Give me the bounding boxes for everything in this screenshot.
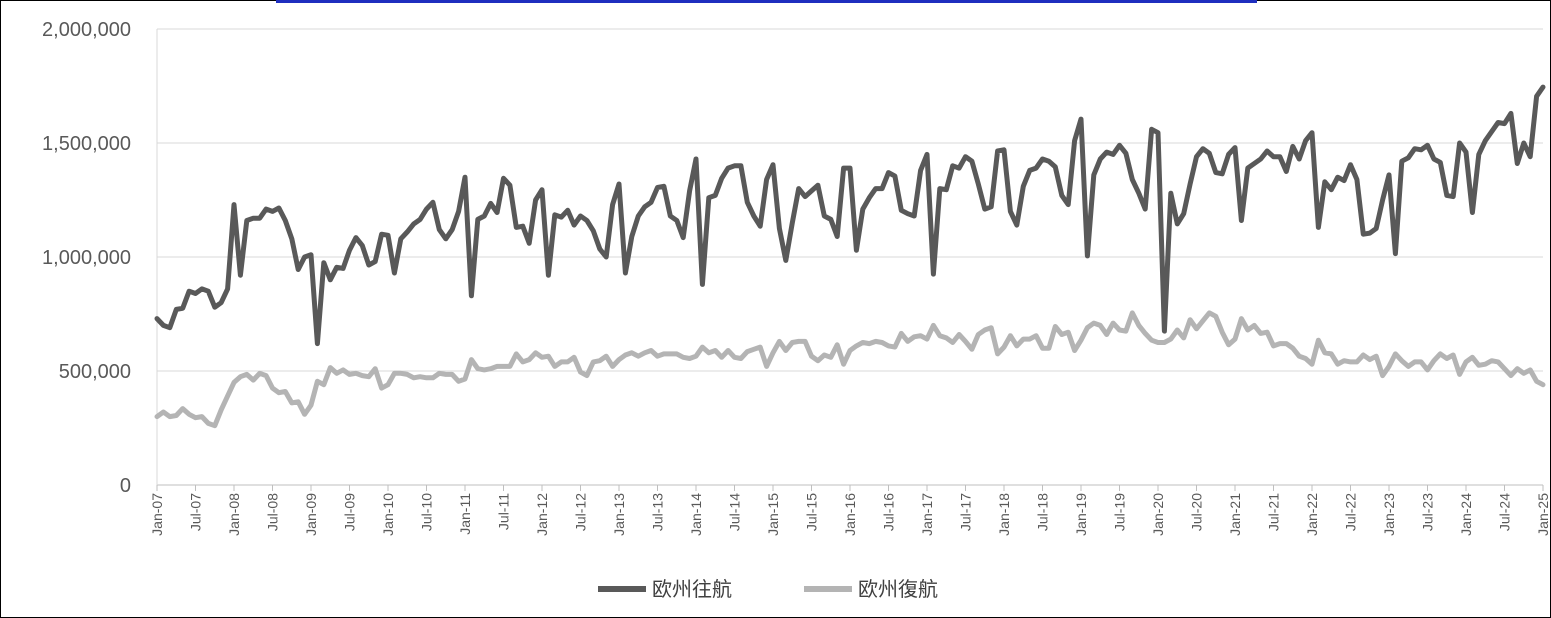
x-tick-label: Jul-11 — [496, 493, 512, 530]
legend-label-outbound: 欧州往航 — [652, 578, 732, 601]
x-tick-label: Jul-23 — [1420, 493, 1436, 531]
x-tick-label: Jul-12 — [573, 493, 589, 531]
x-tick-label: Jan-18 — [996, 493, 1012, 536]
x-tick-label: Jul-15 — [804, 493, 820, 531]
x-tick-label: Jan-23 — [1381, 493, 1397, 536]
x-tick-label: Jan-08 — [226, 493, 242, 536]
x-tick-label: Jul-19 — [1112, 493, 1128, 531]
y-tick-label: 2,000,000 — [42, 19, 131, 41]
x-tick-label: Jan-17 — [919, 493, 935, 536]
x-tick-label: Jan-22 — [1304, 493, 1320, 536]
x-tick-label: Jan-15 — [765, 493, 781, 536]
x-tick-label: Jan-07 — [149, 493, 165, 536]
x-tick-label: Jan-13 — [611, 493, 627, 536]
y-tick-label: 1,500,000 — [42, 133, 131, 155]
x-tick-label: Jul-14 — [727, 493, 743, 531]
y-axis: 0 500,000 1,000,000 1,500,000 2,000,000 — [42, 19, 131, 497]
x-tick-label: Jan-20 — [1150, 493, 1166, 536]
x-tick-label: Jan-09 — [303, 493, 319, 536]
y-tick-label: 0 — [120, 475, 131, 497]
x-tick-label: Jan-11 — [457, 493, 473, 535]
top-link-underline — [276, 0, 1257, 3]
x-tick-label: Jul-18 — [1035, 493, 1051, 531]
x-tick-label: Jan-21 — [1227, 493, 1243, 536]
x-tick-label: Jul-22 — [1343, 493, 1359, 531]
x-tick-label: Jan-12 — [534, 493, 550, 536]
series-lines — [154, 84, 1546, 429]
x-axis: Jan-07 Jul-07 Jan-08 Jul-08 Jan-09 Jul-09 Jan-… — [149, 29, 1551, 536]
x-tick-label: Jan-16 — [842, 493, 858, 536]
x-tick-label: Jan-10 — [380, 493, 396, 536]
series-line-inbound — [154, 310, 1546, 429]
y-tick-label: 500,000 — [59, 361, 131, 383]
x-tick-label: Jan-24 — [1458, 493, 1474, 536]
x-tick-label: Jul-07 — [188, 493, 204, 531]
x-tick-label: Jul-10 — [419, 493, 435, 531]
x-tick-label: Jul-17 — [958, 493, 974, 531]
x-tick-label: Jul-16 — [881, 493, 897, 531]
x-tick-label: Jul-20 — [1189, 493, 1205, 531]
x-tick-label: Jul-24 — [1497, 493, 1513, 531]
x-tick-label: Jul-09 — [342, 493, 358, 531]
legend-label-inbound: 欧州復航 — [858, 578, 938, 601]
series-line-outbound — [154, 84, 1546, 347]
gridlines — [157, 28, 1543, 372]
x-tick-label: Jul-21 — [1266, 493, 1282, 531]
x-tick-label: Jul-08 — [265, 493, 281, 531]
x-tick-label: Jan-14 — [688, 493, 704, 536]
x-tick-label: Jan-19 — [1073, 493, 1089, 536]
x-tick-label: Jan-25 — [1535, 493, 1551, 536]
legend: 欧州往航 欧州復航 — [598, 578, 938, 601]
y-tick-label: 1,000,000 — [42, 247, 131, 269]
x-tick-label: Jul-13 — [650, 493, 666, 531]
